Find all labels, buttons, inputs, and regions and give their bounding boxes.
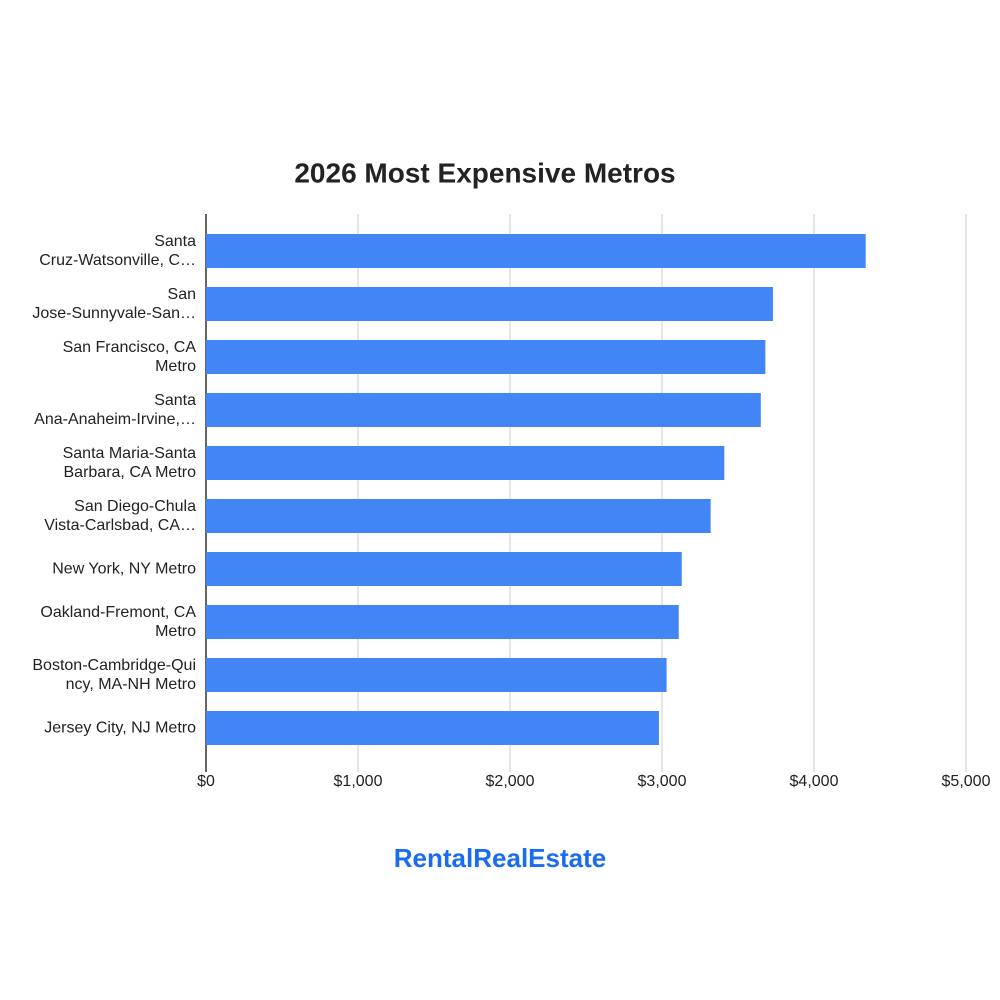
y-tick-label: San Francisco, CA Metro (62, 339, 196, 375)
bar (206, 552, 682, 586)
y-tick-label: New York, NY Metro (52, 560, 196, 578)
logo: RentalRealEstate (393, 843, 607, 873)
bar (206, 340, 766, 374)
chart-title: 2026 Most Expensive Metros (294, 157, 675, 188)
y-tick-label: Boston-Cambridge-Qui ncy, MA-NH Metro (32, 657, 196, 693)
y-tick-label: Santa Ana-Anaheim-Irvine,… (34, 392, 196, 428)
x-tick-label: $2,000 (486, 773, 535, 790)
y-tick-label: Oakland-Fremont, CA Metro (40, 604, 196, 640)
y-tick-label: San Jose-Sunnyvale-San… (32, 286, 196, 322)
bar (206, 499, 711, 533)
x-tick-label: $0 (197, 773, 215, 790)
y-tick-label: San Diego-Chula Vista-Carlsbad, CA… (44, 498, 196, 534)
x-tick-label: $4,000 (790, 773, 839, 790)
y-tick-label: Jersey City, NJ Metro (44, 719, 196, 737)
bar (206, 711, 659, 745)
x-tick-label: $5,000 (942, 773, 991, 790)
bar (206, 234, 866, 268)
bar (206, 658, 667, 692)
bar (206, 446, 725, 480)
x-tick-label: $1,000 (334, 773, 383, 790)
bar (206, 605, 679, 639)
bar (206, 287, 773, 321)
y-tick-label: Santa Cruz-Watsonville, C… (39, 233, 196, 269)
x-tick-label: $3,000 (638, 773, 687, 790)
bar (206, 393, 761, 427)
y-tick-label: Santa Maria-Santa Barbara, CA Metro (62, 445, 196, 481)
